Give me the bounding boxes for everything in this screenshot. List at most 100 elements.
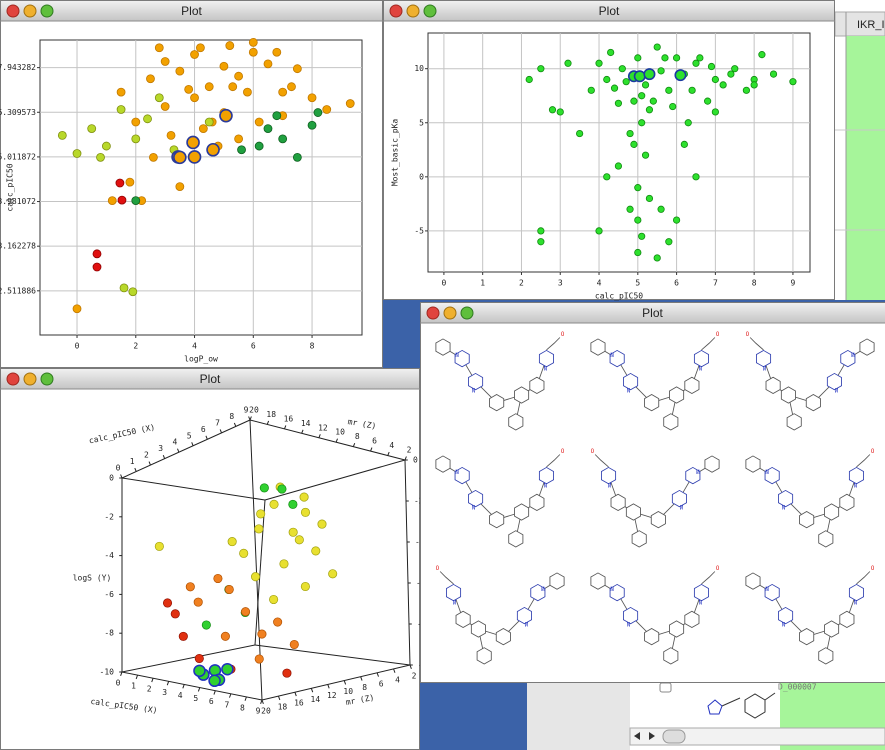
point (634, 54, 642, 62)
point (313, 108, 323, 117)
point (149, 152, 158, 162)
point (674, 69, 687, 82)
y-tick-label: -5 (414, 226, 424, 235)
point (657, 67, 665, 75)
point (250, 572, 261, 582)
tick-label: 9 (244, 406, 249, 415)
tick-label: 0 (109, 474, 114, 483)
tick-label: 18 (278, 703, 288, 712)
point (227, 537, 237, 547)
x-tick-label: 8 (310, 342, 315, 351)
minimize-button[interactable] (23, 372, 37, 386)
x-tick-label: 7 (713, 279, 718, 288)
x-tick-label: 8 (752, 279, 757, 288)
point (634, 248, 642, 257)
tick-mark (148, 461, 151, 466)
point (282, 668, 292, 678)
close-button[interactable] (389, 4, 403, 18)
point (641, 151, 650, 159)
cube-edge (261, 664, 411, 701)
point (300, 507, 311, 517)
point (630, 97, 638, 105)
tick-label: 5 (193, 694, 198, 703)
point (278, 87, 288, 97)
point (170, 609, 180, 619)
zoom-button[interactable] (460, 306, 474, 320)
point (196, 43, 205, 53)
cube-edge (249, 419, 406, 461)
point (603, 75, 611, 84)
y-tick-label: 3.981072 (0, 197, 36, 206)
points (525, 43, 797, 262)
point (143, 114, 152, 124)
point (219, 61, 229, 71)
point (225, 41, 235, 50)
window: Plot 0 2 4 6 8 2.511886 3.162278 3.981072 5.01187… (0, 0, 383, 368)
zoom-button[interactable] (423, 4, 437, 18)
y-tick-label: 7.943282 (0, 63, 36, 72)
minimize-button[interactable] (23, 4, 37, 18)
window-title: Plot (599, 4, 620, 18)
zoom-button[interactable] (40, 372, 54, 386)
point (279, 559, 289, 569)
window: Plot (420, 302, 885, 683)
cube-edge (121, 671, 263, 701)
minimize-button[interactable] (443, 306, 457, 320)
tick-mark (277, 695, 281, 701)
point (234, 134, 244, 144)
x-tick-label: 1 (480, 279, 485, 288)
point (719, 81, 727, 89)
tick-mark (205, 435, 208, 440)
point (272, 47, 282, 57)
point (154, 43, 164, 53)
tick-mark (213, 690, 216, 695)
tick-label: 9 (256, 707, 261, 716)
zoom-button[interactable] (40, 4, 54, 18)
point (680, 140, 688, 148)
close-button[interactable] (6, 372, 20, 386)
close-button[interactable] (6, 4, 20, 18)
close-button[interactable] (426, 306, 440, 320)
point (187, 150, 202, 164)
point (72, 149, 82, 158)
tick-mark (182, 684, 185, 689)
point (263, 124, 273, 133)
tick-label: 4 (178, 691, 183, 700)
tick-mark (191, 442, 194, 446)
y-tick-label: 5 (419, 118, 424, 127)
tick-mark (151, 678, 154, 683)
point (300, 581, 310, 592)
window-body (0, 368, 420, 750)
point (269, 594, 279, 605)
point (292, 152, 302, 162)
point (154, 541, 164, 551)
point (587, 86, 595, 94)
scroll-left[interactable] (634, 732, 640, 740)
scrollbar[interactable] (629, 727, 885, 746)
point (184, 84, 194, 94)
cube-edge (254, 644, 411, 666)
x-tick-label: 6 (251, 342, 256, 351)
point (630, 140, 638, 148)
cube-edge (404, 459, 411, 666)
window-body (420, 302, 885, 683)
tick-label: 10 (343, 687, 353, 696)
tick-mark (120, 474, 123, 479)
x-tick-label: 6 (674, 279, 679, 288)
point (626, 129, 634, 138)
tick-label: 7 (224, 700, 229, 709)
scroll-right[interactable] (649, 732, 655, 740)
minimize-button[interactable] (406, 4, 420, 18)
point (537, 238, 545, 246)
y-tick-label: 2.511886 (0, 286, 36, 295)
point (257, 629, 267, 639)
title-bar (421, 303, 885, 323)
scroll-thumb[interactable] (662, 729, 686, 744)
checkbox[interactable] (659, 682, 672, 693)
point (175, 182, 185, 192)
point (194, 653, 204, 664)
point (610, 84, 619, 92)
point (243, 87, 252, 97)
